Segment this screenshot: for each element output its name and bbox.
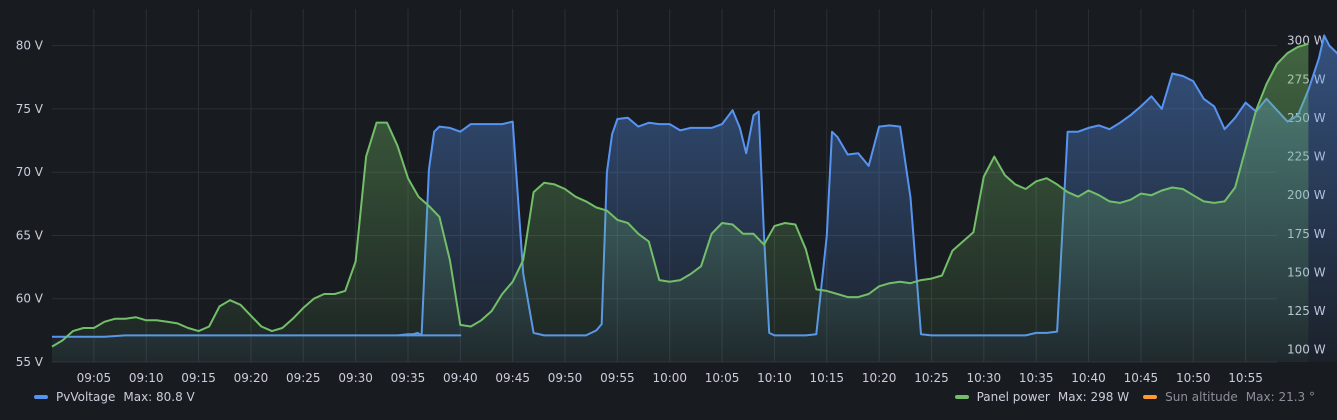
legend-series-max: Max: 21.3 ° (1245, 390, 1315, 404)
y-left-tick-label: 80 V (16, 39, 44, 53)
x-tick-label: 09:55 (600, 371, 635, 385)
x-tick-label: 10:35 (1019, 371, 1054, 385)
x-tick-label: 09:30 (338, 371, 373, 385)
sun-altitude-swatch-icon (1143, 395, 1158, 399)
legend-item-sun-altitude[interactable]: Sun altitude Max: 21.3 ° (1143, 390, 1315, 404)
y-left-tick-label: 65 V (16, 228, 44, 242)
x-tick-label: 09:25 (286, 371, 321, 385)
y-left-tick-label: 60 V (16, 292, 44, 306)
x-tick-label: 10:55 (1228, 371, 1263, 385)
x-tick-label: 10:15 (809, 371, 844, 385)
x-tick-label: 10:30 (967, 371, 1002, 385)
x-tick-label: 10:20 (862, 371, 897, 385)
x-tick-label: 09:20 (234, 371, 269, 385)
x-tick-label: 09:40 (443, 371, 478, 385)
x-tick-label: 10:05 (705, 371, 740, 385)
legend-item-pvvoltage[interactable]: PvVoltage Max: 80.8 V (34, 390, 195, 404)
x-tick-label: 10:10 (757, 371, 792, 385)
x-tick-label: 09:45 (495, 371, 530, 385)
legend-series-max: Max: 80.8 V (123, 390, 195, 404)
x-tick-label: 10:25 (914, 371, 949, 385)
x-tick-label: 10:50 (1176, 371, 1211, 385)
legend-series-max: Max: 298 W (1057, 390, 1130, 404)
line-chart[interactable]: 09:05 09:10 09:15 09:20 09:25 09:30 09:35 09:40… (0, 0, 1337, 385)
x-tick-label: 10:45 (1124, 371, 1159, 385)
x-tick-label: 09:10 (129, 371, 164, 385)
legend-series-name: Panel power (976, 390, 1050, 404)
x-tick-label: 10:40 (1071, 371, 1106, 385)
legend-series-name: Sun altitude (1165, 390, 1238, 404)
legend-left: PvVoltage Max: 80.8 V (34, 388, 209, 406)
panel-power-series-area (52, 43, 1309, 363)
panel-power-swatch-icon (954, 395, 969, 399)
y-left-tick-label: 70 V (16, 165, 44, 179)
panel-power-series-line (51, 42, 1309, 348)
x-tick-label: 09:05 (77, 371, 112, 385)
pvvoltage-swatch-icon (34, 395, 48, 399)
y-left-tick-label: 55 V (16, 355, 44, 369)
y-right-tick-label: 300 W (1287, 34, 1326, 48)
x-tick-label: 09:50 (548, 371, 583, 385)
pvvoltage-series-area (52, 35, 1337, 362)
x-tick-label: 09:35 (391, 371, 426, 385)
y-left-tick-label: 75 V (16, 102, 44, 116)
x-tick-label: 10:00 (652, 371, 687, 385)
legend-item-panel-power[interactable]: Panel power Max: 298 W (954, 390, 1130, 404)
x-tick-label: 09:15 (181, 371, 216, 385)
legend-series-name: PvVoltage (56, 390, 116, 404)
legend-right: Panel power Max: 298 W Sun altitude Max:… (954, 388, 1315, 406)
